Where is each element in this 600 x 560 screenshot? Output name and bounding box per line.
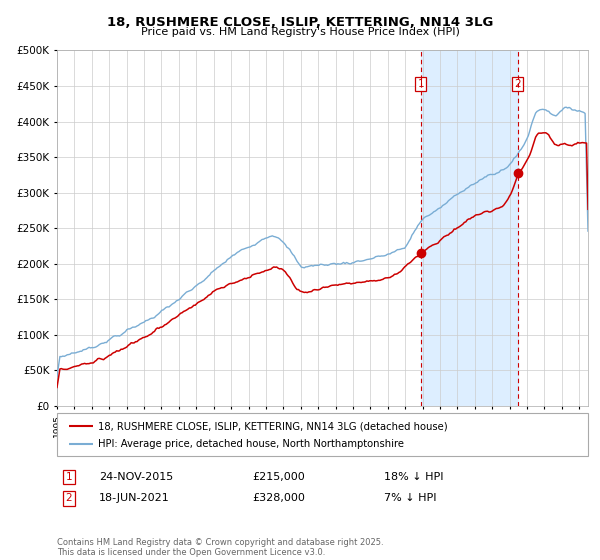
Text: 7% ↓ HPI: 7% ↓ HPI: [384, 493, 437, 503]
Text: 18-JUN-2021: 18-JUN-2021: [99, 493, 170, 503]
Text: £328,000: £328,000: [252, 493, 305, 503]
Text: 18, RUSHMERE CLOSE, ISLIP, KETTERING, NN14 3LG: 18, RUSHMERE CLOSE, ISLIP, KETTERING, NN…: [107, 16, 493, 29]
Bar: [421, 50, 518, 406]
Text: 18% ↓ HPI: 18% ↓ HPI: [384, 472, 443, 482]
Text: 2: 2: [514, 79, 521, 89]
Text: £215,000: £215,000: [252, 472, 305, 482]
Text: 24-NOV-2015: 24-NOV-2015: [99, 472, 173, 482]
Text: 1: 1: [418, 79, 424, 89]
Text: Contains HM Land Registry data © Crown copyright and database right 2025.
This d: Contains HM Land Registry data © Crown c…: [57, 538, 383, 557]
Text: 18, RUSHMERE CLOSE, ISLIP, KETTERING, NN14 3LG (detached house): 18, RUSHMERE CLOSE, ISLIP, KETTERING, NN…: [98, 421, 448, 431]
Text: 2: 2: [65, 493, 73, 503]
Text: Price paid vs. HM Land Registry's House Price Index (HPI): Price paid vs. HM Land Registry's House …: [140, 27, 460, 37]
Text: 1: 1: [65, 472, 73, 482]
Text: HPI: Average price, detached house, North Northamptonshire: HPI: Average price, detached house, Nort…: [98, 440, 404, 449]
